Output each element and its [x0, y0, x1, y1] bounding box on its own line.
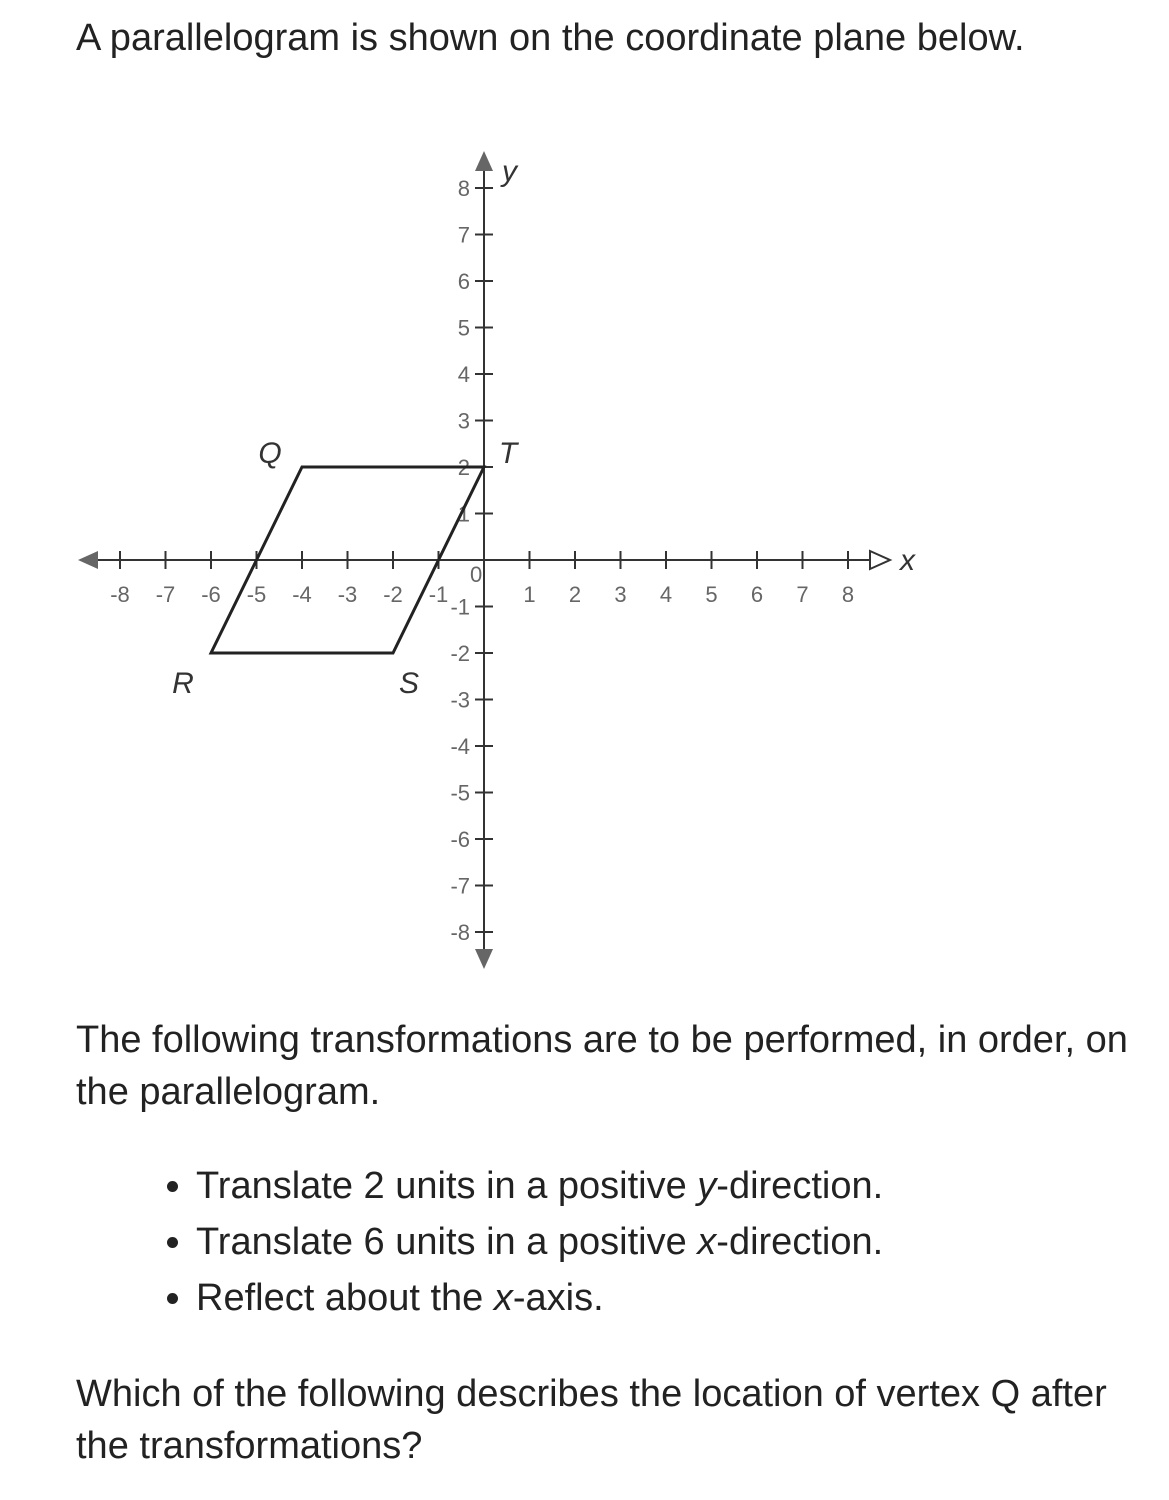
- x-tick-label: 2: [569, 582, 581, 607]
- y-tick-label: 8: [458, 176, 470, 201]
- y-tick-label: -4: [450, 734, 470, 759]
- y-tick-label: -7: [450, 874, 470, 899]
- y-tick-label: 3: [458, 409, 470, 434]
- coordinate-plane: xy0-8 -7 -6 -5 -4 -3 -2 -1 1 2 3 4 5 6 7 8-8-7-6-5-4-3-…: [78, 151, 916, 969]
- x-tick-label: -7: [156, 582, 176, 607]
- vertex-label: T: [499, 437, 520, 470]
- x-tick-label: 5: [705, 582, 717, 607]
- y-tick-label: -2: [450, 641, 470, 666]
- x-tick-label: -3: [338, 582, 358, 607]
- vertex-label: S: [399, 667, 419, 700]
- vertex-label: R: [172, 667, 194, 700]
- y-tick-label: -8: [450, 920, 470, 945]
- y-tick-label: -3: [450, 688, 470, 713]
- y-tick-label: 4: [458, 362, 470, 387]
- step-text: -axis.: [512, 1277, 604, 1319]
- axis-label: y: [500, 155, 519, 188]
- x-tick-label: -5: [247, 582, 267, 607]
- y-tick-label: 7: [458, 223, 470, 248]
- y-tick-label: -1: [450, 595, 470, 620]
- step-variable: y: [697, 1165, 717, 1207]
- step-text: Translate 2 units in a positive: [196, 1165, 698, 1207]
- step: Translate 6 units in a positive x-direct…: [196, 1214, 883, 1270]
- step-text: Translate 6 units in a positive: [196, 1221, 698, 1263]
- step-variable: x: [493, 1277, 513, 1319]
- arrow: [78, 551, 98, 569]
- origin-label: 0: [470, 562, 482, 587]
- question-text: Which of the following describes the loc…: [76, 1373, 1107, 1467]
- step-text: -direction.: [716, 1165, 884, 1207]
- x-tick-label: -6: [201, 582, 221, 607]
- intro-text: A parallelogram is shown on the coordina…: [76, 17, 1025, 59]
- arrow: [475, 151, 493, 171]
- step-text: Reflect about the: [196, 1277, 494, 1319]
- x-tick-label: 1: [523, 582, 535, 607]
- x-tick-label: 6: [751, 582, 763, 607]
- arrow: [869, 549, 893, 571]
- x-tick-label: 4: [660, 582, 672, 607]
- y-tick-label: -6: [450, 827, 470, 852]
- vertex-label: Q: [258, 437, 281, 470]
- y-tick-label: -5: [450, 781, 470, 806]
- parallelogram: [208, 465, 487, 655]
- arrow: [475, 949, 493, 969]
- x-tick-label: -4: [292, 582, 312, 607]
- x-tick-label: -1: [429, 582, 449, 607]
- step: Translate 2 units in a positive y-direct…: [196, 1158, 883, 1214]
- y-tick-label: 1: [458, 502, 470, 527]
- step-variable: x: [697, 1221, 717, 1263]
- x-tick-label: -8: [110, 582, 130, 607]
- x-tick-label: 7: [796, 582, 808, 607]
- y-tick-label: 5: [458, 316, 470, 341]
- step: Reflect about the x-axis.: [196, 1270, 883, 1326]
- step-text: -direction.: [716, 1221, 884, 1263]
- x-tick-label: 8: [842, 582, 854, 607]
- axis-label: x: [898, 544, 916, 577]
- x-tick-label: 3: [614, 582, 626, 607]
- instructions-text: The following transformations are to be …: [76, 1019, 1128, 1113]
- steps-list: Translate 2 units in a positive y-direct…: [140, 1158, 883, 1326]
- x-tick-label: -2: [383, 582, 403, 607]
- y-tick-label: 6: [458, 269, 470, 294]
